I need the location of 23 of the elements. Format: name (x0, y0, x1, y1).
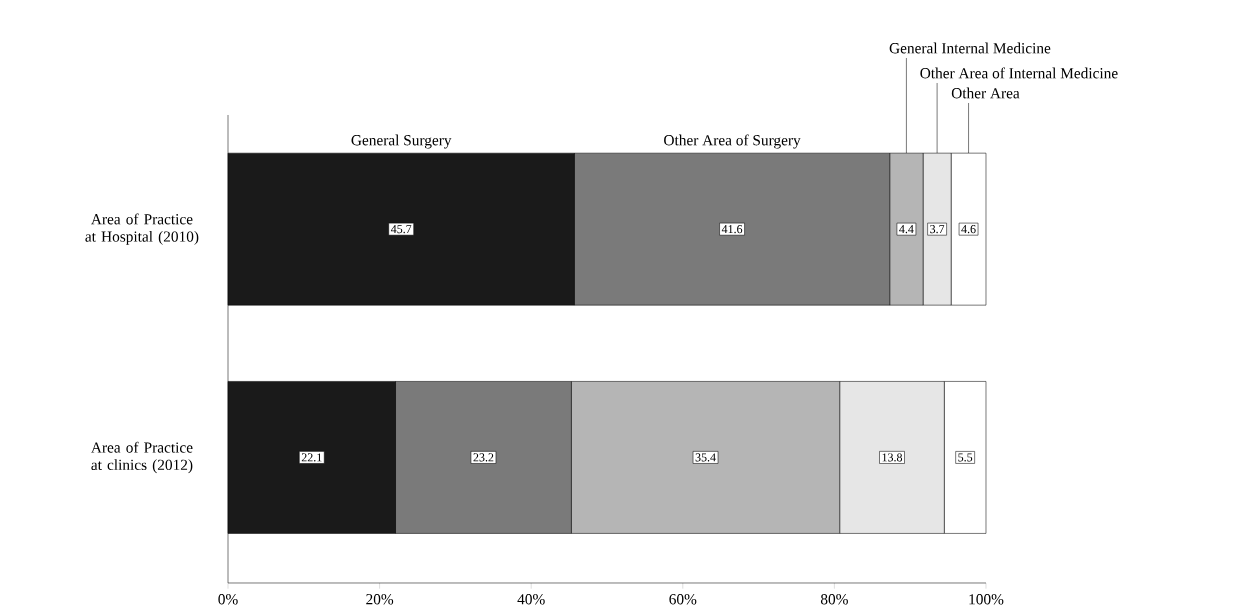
series-label: Other Area of Surgery (664, 134, 801, 149)
x-tick-label: 20% (366, 594, 394, 605)
data-label: 13.8 (882, 453, 903, 462)
data-label: 23.2 (473, 453, 494, 462)
text: Other Area of Internal Medicine (920, 67, 1118, 79)
data-label: 4.6 (961, 225, 976, 234)
y-tick-label: Area of Practice at Hospital (2010) (85, 213, 199, 245)
x-tick-label: 60% (669, 594, 697, 605)
data-label: 35.4 (695, 453, 716, 462)
x-tick-label: 80% (820, 594, 848, 605)
x-tick-label: 40% (517, 594, 545, 605)
y-tick-label: Area of Practice at clinics (2012) (91, 441, 193, 474)
series-label: General Surgery (351, 134, 452, 149)
data-label: 5.5 (958, 453, 973, 462)
data-label: 3.7 (930, 225, 945, 234)
text: Other Area (951, 87, 1020, 99)
x-tick-label: 0% (218, 594, 238, 605)
data-label: 41.6 (721, 225, 743, 234)
data-label: 22.1 (301, 453, 322, 462)
data-label: 4.4 (899, 225, 914, 234)
data-label: 45.7 (390, 225, 412, 234)
text: General Internal Medicine (889, 42, 1051, 54)
x-tick-label: 100% (969, 594, 1004, 605)
